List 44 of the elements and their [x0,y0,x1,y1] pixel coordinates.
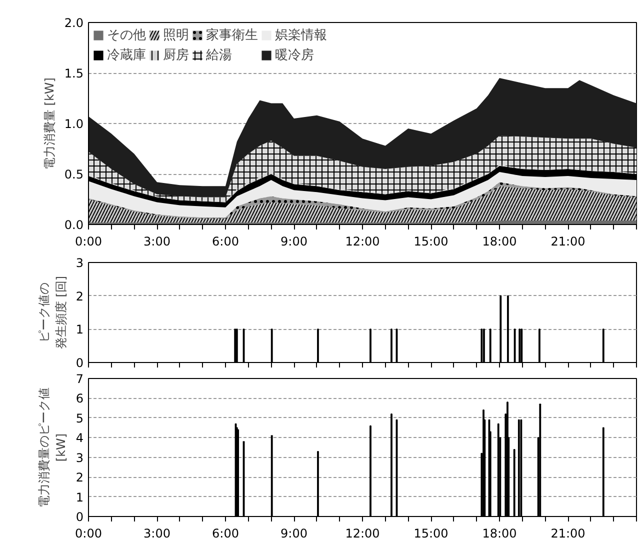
y-tick-label: 6 [76,392,84,406]
y-tick-label: 7 [76,372,84,386]
y-tick-label: 0 [76,510,84,524]
y-axis-title: ピーク値の発生頻度 [回] [37,276,68,350]
y-tick-label: 2 [76,289,84,304]
y-tick-label: 1 [76,490,84,504]
legend-label: その他 [107,27,146,44]
x-tick-label: 6:00 [212,234,239,248]
y-tick-label: 5 [76,411,84,426]
y-axis-title: 電力消費量のピーク値 [kW] [37,388,68,508]
legend-label: 冷蔵庫 [107,47,146,64]
y-tick-label: 1.5 [64,66,84,80]
y-tick-label: 2 [76,470,84,485]
x-tick-label: 12:00 [345,234,380,248]
x-tick-label: 18:00 [482,234,517,248]
legend-label: 厨房 [163,47,189,64]
x-tick-label: 21:00 [550,234,586,248]
y-tick-label: 1.0 [64,117,84,131]
x-tick-label: 3:00 [144,526,170,540]
x-tick-label: 0:00 [75,234,102,248]
y-tick-label: 0.0 [64,218,84,232]
x-tick-label: 18:00 [482,526,517,540]
legend-label: 照明 [163,27,189,44]
x-tick-label: 0:00 [75,526,102,540]
x-tick-label: 9:00 [280,526,308,540]
x-tick-label: 3:00 [144,234,170,248]
y-tick-label: 3 [76,256,84,270]
x-tick-label: 21:00 [550,526,586,540]
y-tick-label: 0.5 [64,168,84,182]
legend-label: 給湯 [206,47,232,64]
y-axis-title: 電力消費量 [kW] [42,77,56,170]
x-tick-label: 15:00 [414,526,448,540]
legend-label: 暖冷房 [275,47,314,64]
y-tick-label: 0 [76,356,84,370]
legend-label: 娯楽情報 [275,27,327,44]
y-tick-label: 4 [76,431,84,446]
y-tick-label: 1 [76,322,84,337]
x-tick-label: 6:00 [212,526,239,540]
y-tick-label: 2.0 [64,16,84,30]
x-tick-label: 12:00 [345,526,380,540]
x-tick-label: 9:00 [280,234,308,248]
y-tick-label: 3 [76,450,84,465]
x-tick-label: 15:00 [414,234,448,248]
legend-label: 家事衛生 [206,27,258,44]
